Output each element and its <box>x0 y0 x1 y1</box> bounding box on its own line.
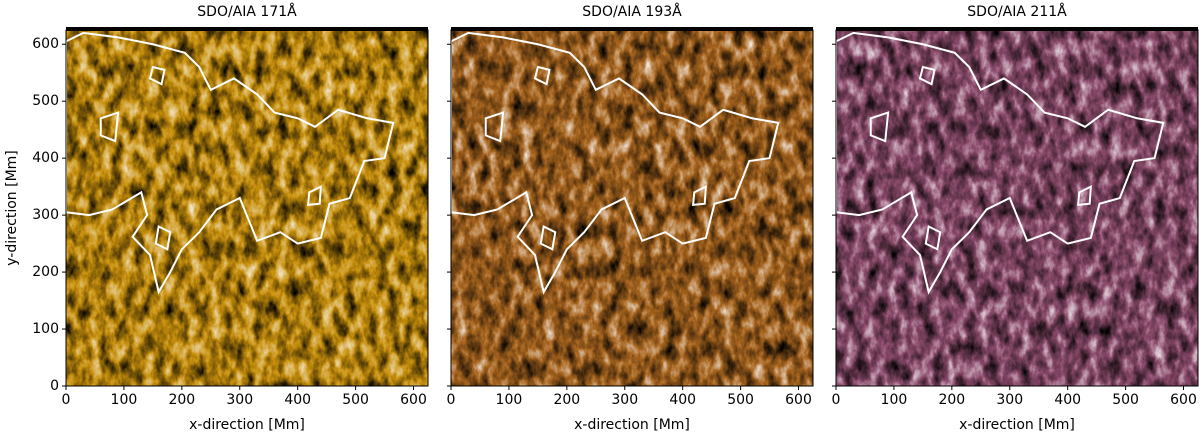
x-tick-label: 400 <box>1054 392 1081 408</box>
contour <box>99 111 120 143</box>
contour <box>1076 184 1092 206</box>
top-bar <box>836 27 1198 31</box>
x-tick-label: 300 <box>226 392 253 408</box>
y-tick-label: 600 <box>32 36 59 52</box>
panel-title: SDO/AIA 171Å <box>197 3 297 20</box>
contour <box>533 65 551 86</box>
contour <box>450 31 780 295</box>
contour <box>484 111 505 143</box>
panel-title: SDO/AIA 193Å <box>582 3 682 20</box>
y-axis-label: y-direction [Mm] <box>4 150 20 266</box>
contour <box>918 65 936 86</box>
image-texture <box>451 30 813 386</box>
y-tick-label: 300 <box>32 207 59 223</box>
x-tick-label: 0 <box>832 392 841 408</box>
contour <box>691 184 707 206</box>
y-tick-label: 400 <box>32 150 59 166</box>
image-texture <box>836 30 1198 386</box>
x-tick-label: 200 <box>553 392 580 408</box>
y-tick-label: 100 <box>32 321 59 337</box>
x-tick-label: 600 <box>1170 392 1197 408</box>
top-bar <box>66 27 428 31</box>
x-axis-label: x-direction [Mm] <box>574 417 690 433</box>
x-tick-label: 400 <box>669 392 696 408</box>
x-tick-label: 0 <box>447 392 456 408</box>
contour <box>306 184 322 206</box>
y-tick-label: 500 <box>32 93 59 109</box>
x-tick-label: 100 <box>496 392 523 408</box>
y-tick-label: 0 <box>50 378 59 394</box>
panel-title: SDO/AIA 211Å <box>967 3 1067 20</box>
contour <box>539 225 557 251</box>
x-tick-label: 300 <box>611 392 638 408</box>
x-tick-label: 100 <box>111 392 138 408</box>
contour <box>65 31 395 295</box>
x-tick-label: 200 <box>938 392 965 408</box>
x-tick-label: 500 <box>342 392 369 408</box>
x-tick-label: 600 <box>785 392 812 408</box>
x-tick-label: 100 <box>881 392 908 408</box>
contour <box>154 225 172 251</box>
contour <box>148 65 166 86</box>
x-tick-label: 400 <box>284 392 311 408</box>
x-axis-label: x-direction [Mm] <box>189 417 305 433</box>
x-tick-label: 200 <box>168 392 195 408</box>
y-tick-label: 200 <box>32 264 59 280</box>
contour <box>869 111 890 143</box>
x-tick-label: 300 <box>996 392 1023 408</box>
x-tick-label: 0 <box>62 392 71 408</box>
contour <box>835 31 1165 295</box>
x-tick-label: 500 <box>1112 392 1139 408</box>
image-texture <box>66 30 428 386</box>
x-axis-label: x-direction [Mm] <box>959 417 1075 433</box>
x-tick-label: 600 <box>400 392 427 408</box>
top-bar <box>451 27 813 31</box>
contour <box>924 225 942 251</box>
x-tick-label: 500 <box>727 392 754 408</box>
